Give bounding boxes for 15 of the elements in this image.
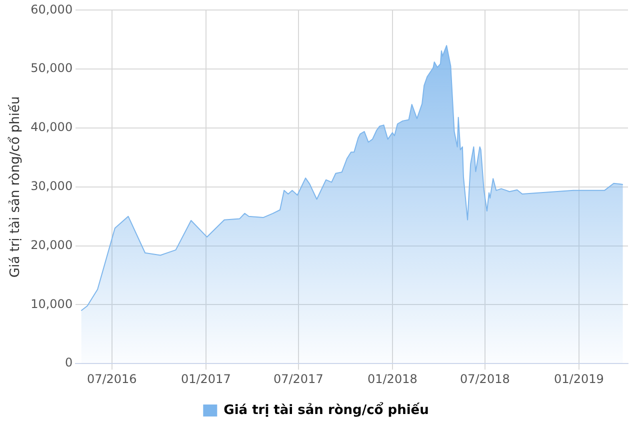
legend-label: Giá trị tài sản ròng/cổ phiếu	[224, 402, 429, 418]
y-tick-label: 20,000	[30, 238, 73, 252]
x-tick-label: 01/2019	[554, 372, 604, 386]
y-tick-label: 30,000	[30, 179, 73, 194]
y-tick-label: 10,000	[30, 296, 73, 311]
y-tick-label: 0	[64, 356, 73, 370]
y-tick-label: 50,000	[30, 61, 73, 76]
x-tick-label: 07/2016	[86, 372, 137, 386]
y-tick-label: 60,000	[30, 2, 73, 16]
x-tick-label: 01/2017	[180, 372, 231, 386]
y-tick-label: 40,000	[30, 120, 73, 134]
x-tick-label: 01/2018	[367, 372, 418, 386]
y-axis-title: Giá trị tài sản ròng/cổ phiếu	[7, 96, 24, 278]
x-tick-label: 07/2017	[273, 372, 324, 386]
x-tick-label: 07/2018	[460, 372, 510, 386]
